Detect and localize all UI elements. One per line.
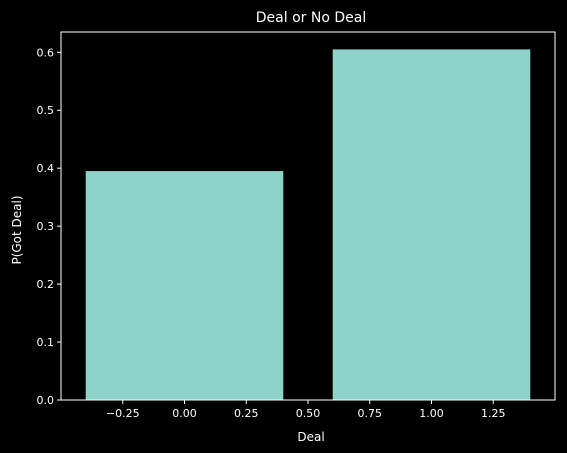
bar-1 xyxy=(332,49,531,400)
x-axis-label: Deal xyxy=(297,430,324,444)
x-tick-label: 0.25 xyxy=(234,407,259,420)
y-tick-label: 0.6 xyxy=(37,46,55,59)
x-tick-label: 0.75 xyxy=(358,407,383,420)
x-tick-label: 1.25 xyxy=(481,407,506,420)
bar-0 xyxy=(85,171,284,400)
y-tick-label: 0.2 xyxy=(37,278,55,291)
x-tick-label: −0.25 xyxy=(106,407,140,420)
x-ticks-group: −0.25 0.00 0.25 0.50 0.75 1.00 1.25 xyxy=(106,400,506,420)
y-tick-label: 0.3 xyxy=(37,220,55,233)
x-tick-label: 1.00 xyxy=(419,407,444,420)
x-tick-label: 0.50 xyxy=(296,407,321,420)
y-tick-label: 0.0 xyxy=(37,394,55,407)
y-ticks-group: 0.0 0.1 0.2 0.3 0.4 0.5 0.6 xyxy=(37,46,61,407)
bars-group xyxy=(85,49,531,400)
y-tick-label: 0.5 xyxy=(37,104,55,117)
y-axis-label: P(Got Deal) xyxy=(10,195,24,264)
x-tick-label: 0.00 xyxy=(172,407,197,420)
chart-title: Deal or No Deal xyxy=(256,10,366,26)
y-tick-label: 0.4 xyxy=(37,162,55,175)
y-tick-label: 0.1 xyxy=(37,336,55,349)
